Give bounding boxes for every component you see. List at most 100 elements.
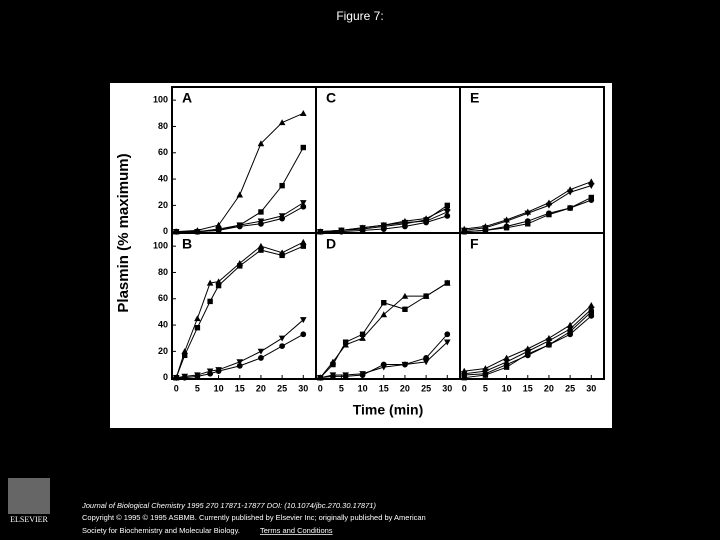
data-point — [215, 221, 222, 228]
data-point — [236, 359, 244, 366]
data-point — [566, 326, 574, 333]
x-tick-label: 10 — [358, 383, 368, 393]
panel-label: E — [470, 90, 479, 106]
data-point — [236, 223, 243, 230]
panel-label: F — [470, 236, 479, 252]
data-point — [258, 355, 264, 361]
data-point — [503, 354, 510, 361]
data-point — [380, 311, 388, 318]
y-tick-label: 100 — [153, 95, 168, 105]
y-tick-label: 40 — [158, 173, 168, 183]
x-tick-label: 5 — [195, 383, 200, 393]
panel: F 0 5 10 15 20 25 30 — [459, 232, 605, 393]
x-tick-label: 0 — [462, 383, 467, 393]
data-point — [258, 209, 264, 215]
data-point — [443, 209, 451, 216]
x-tick-label: 10 — [502, 383, 512, 393]
data-point — [194, 325, 201, 331]
y-tick-label: 40 — [158, 319, 168, 329]
data-point — [279, 182, 285, 189]
data-point — [300, 203, 307, 210]
x-tick-label: 30 — [442, 383, 452, 393]
data-point — [503, 218, 510, 225]
data-point — [546, 210, 552, 217]
citation: Journal of Biological Chemistry 1995 270… — [81, 501, 376, 510]
data-point — [342, 373, 349, 380]
panel-label: B — [182, 236, 192, 252]
data-point — [588, 197, 595, 204]
x-tick-label: 5 — [483, 383, 488, 393]
data-point — [330, 361, 336, 368]
y-tick-label: 20 — [158, 200, 168, 210]
data-point — [257, 348, 265, 355]
y-axis-label: Plasmin (% maximum) — [115, 153, 132, 312]
elsevier-logo: ELSEVIER — [8, 478, 50, 524]
y-tick-label: 0 — [163, 372, 168, 382]
data-point — [587, 302, 595, 308]
data-point — [342, 339, 349, 345]
slide-title: Figure 7: — [336, 9, 383, 23]
x-tick-label: 15 — [379, 383, 389, 393]
data-point — [317, 374, 324, 381]
data-point — [587, 178, 595, 185]
data-point — [299, 238, 307, 245]
data-point — [278, 119, 286, 126]
figure-panel — [110, 83, 612, 428]
x-tick-label: 30 — [298, 383, 308, 393]
data-point — [207, 298, 213, 305]
copyright: Copyright © 1995 © 1995 ASBMB. Currently… — [82, 513, 426, 522]
copyright-cont: Society for Biochemistry and Molecular B… — [82, 526, 240, 535]
data-point — [567, 205, 574, 211]
x-tick-label: 15 — [235, 383, 245, 393]
data-point — [215, 368, 222, 375]
panel-label: C — [326, 90, 336, 106]
x-tick-label: 20 — [400, 383, 410, 393]
x-tick-label: 25 — [565, 383, 575, 393]
panel-label: A — [182, 90, 192, 106]
data-point — [524, 210, 532, 217]
data-point — [300, 144, 306, 151]
y-tick-label: 100 — [153, 241, 168, 251]
data-point — [299, 110, 307, 116]
y-tick-label: 80 — [158, 267, 168, 277]
data-point — [567, 331, 574, 338]
x-tick-label: 20 — [544, 383, 554, 393]
data-point — [444, 213, 451, 219]
data-point — [566, 321, 574, 328]
data-point — [194, 315, 201, 322]
x-tick-label: 0 — [318, 383, 323, 393]
data-point — [380, 222, 388, 229]
data-point — [545, 202, 553, 209]
data-point — [257, 242, 265, 249]
panel: A 0 20 40 60 80 100 — [153, 86, 317, 236]
data-point — [402, 223, 408, 230]
data-point — [503, 223, 510, 230]
data-point — [587, 306, 595, 313]
data-point — [566, 189, 574, 196]
y-tick-label: 60 — [158, 147, 168, 157]
data-point — [443, 339, 451, 346]
data-point — [215, 227, 222, 234]
data-point — [181, 374, 188, 381]
data-point — [423, 293, 429, 299]
data-point — [588, 312, 595, 319]
series-line — [319, 282, 448, 378]
panel: B 0 20 40 60 80 100 0 5 10 15 20 25 30 — [153, 232, 317, 393]
data-point — [236, 362, 243, 369]
data-point — [215, 278, 222, 285]
x-axis-label: Time (min) — [353, 402, 424, 418]
x-tick-label: 15 — [523, 383, 533, 393]
terms-link[interactable]: Terms and Conditions — [260, 526, 333, 535]
data-point — [330, 373, 336, 380]
data-point — [402, 361, 408, 368]
data-point — [524, 348, 532, 355]
data-point — [423, 355, 430, 361]
data-point — [206, 279, 214, 286]
data-point — [587, 183, 595, 189]
data-point — [278, 335, 286, 342]
data-point — [359, 331, 366, 337]
data-point — [194, 373, 201, 380]
panel: E — [459, 86, 605, 235]
y-tick-label: 60 — [158, 293, 168, 303]
data-point — [279, 252, 285, 259]
